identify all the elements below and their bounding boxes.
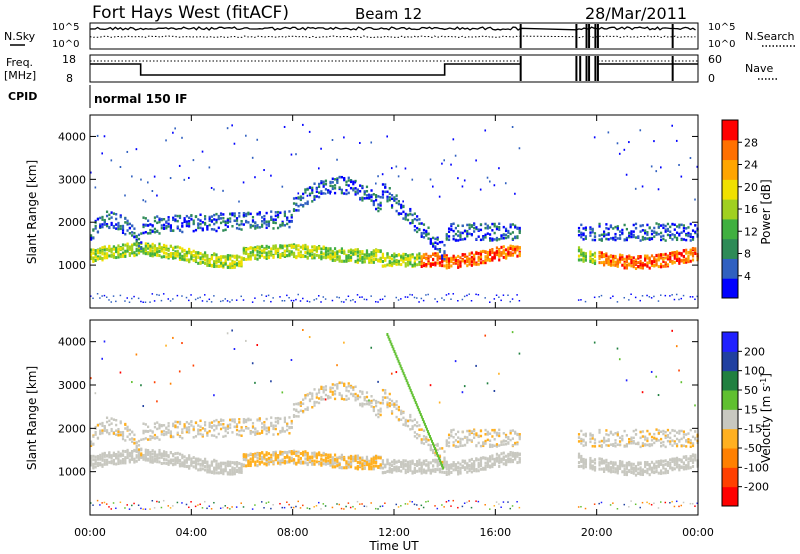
freq-traces bbox=[90, 56, 698, 81]
velocity-panel: 1000 2000 3000 4000 Slant Range [km] -200 -1… bbox=[25, 115, 773, 553]
velocity-y-label: Slant Range [km] bbox=[25, 366, 39, 470]
x-tick-label: 16:00 bbox=[479, 526, 511, 539]
date-text: 28/Mar/2011 bbox=[585, 4, 687, 23]
x-tick-label: 00:00 bbox=[682, 526, 714, 539]
cpid-label: CPID bbox=[8, 90, 37, 103]
velocity-scatter bbox=[90, 328, 699, 510]
colorbar-tick: 8 bbox=[744, 248, 751, 261]
power-frame bbox=[89, 114, 699, 309]
title-text: Fort Hays West (fitACF) bbox=[92, 3, 289, 23]
noise-left-label: N.Sky bbox=[4, 30, 36, 43]
y-tick-label: 4000 bbox=[58, 130, 86, 143]
noise-right-tick-bottom: 10^0 bbox=[708, 39, 735, 50]
y-tick-label: 2000 bbox=[58, 216, 86, 229]
y-tick-label: 3000 bbox=[58, 173, 86, 186]
velocity-y-ticks: 1000 2000 3000 4000 bbox=[58, 336, 698, 479]
x-tick-label: 04:00 bbox=[175, 526, 207, 539]
colorbar-tick: 15 bbox=[744, 403, 758, 416]
nave-tick-top: 60 bbox=[708, 53, 722, 66]
noise-right-tick-top: 10^5 bbox=[708, 22, 735, 33]
freq-panel: Freq. [MHz] 18 8 60 0 Nave bbox=[4, 53, 778, 85]
velocity-colorbar-label: Velocity [m s-1] bbox=[759, 373, 774, 463]
beam-text: Beam 12 bbox=[355, 5, 422, 23]
y-tick-label: 1000 bbox=[58, 259, 86, 272]
colorbar-tick: -100 bbox=[744, 461, 769, 474]
x-axis-label: Time UT bbox=[368, 539, 419, 553]
freq-tick-bottom: 8 bbox=[66, 72, 73, 85]
noise-left-tick-top: 10^5 bbox=[52, 22, 79, 33]
noise-left-tick-bottom: 10^0 bbox=[52, 39, 79, 50]
colorbar-tick: 28 bbox=[744, 136, 758, 149]
power-y-label: Slant Range [km] bbox=[25, 160, 39, 264]
velocity-colorbar: -200 -100 -50 -15 15 50 100 200 bbox=[721, 331, 769, 507]
nave-label: Nave bbox=[745, 62, 773, 75]
y-tick-label: 3000 bbox=[58, 379, 86, 392]
colorbar-tick: 100 bbox=[744, 365, 765, 378]
colorbar-tick: -15 bbox=[744, 423, 762, 436]
power-y-ticks: 1000 2000 3000 4000 bbox=[58, 130, 698, 272]
x-tick-label: 00:00 bbox=[74, 526, 106, 539]
power-colorbar-label: Power [dB] bbox=[759, 179, 773, 244]
noise-right-label: N.Search bbox=[745, 30, 795, 43]
x-tick-label: 12:00 bbox=[378, 526, 410, 539]
colorbar-tick: 200 bbox=[744, 345, 765, 358]
x-tick-label: 08:00 bbox=[277, 526, 309, 539]
colorbar-tick: -50 bbox=[744, 442, 762, 455]
colorbar-tick: 16 bbox=[744, 203, 758, 216]
x-tick-label: 20:00 bbox=[581, 526, 613, 539]
time-x-ticks: 00:00 04:00 08:00 12:00 16:00 20:00 00:00 bbox=[74, 115, 714, 539]
colorbar-tick: 4 bbox=[744, 270, 751, 283]
freq-tick-top: 18 bbox=[62, 53, 76, 66]
colorbar-tick: 50 bbox=[744, 384, 758, 397]
freq-label: Freq. bbox=[6, 56, 33, 69]
colorbar-tick: 20 bbox=[744, 181, 758, 194]
cpid-value: normal 150 IF bbox=[94, 92, 188, 106]
colorbar-tick: 12 bbox=[744, 225, 758, 238]
power-colorbar: 4 8 12 16 20 24 28 bbox=[721, 119, 758, 299]
noise-traces bbox=[89, 24, 696, 48]
colorbar-tick: -200 bbox=[744, 481, 769, 494]
power-panel: 1000 2000 3000 4000 Slant Range [km] 4 8 12 16… bbox=[25, 114, 773, 309]
y-tick-label: 1000 bbox=[58, 466, 86, 479]
power-scatter bbox=[90, 123, 699, 304]
noise-panel: N.Sky 10^5 10^0 10^5 10^0 N.Search bbox=[4, 22, 795, 50]
y-tick-label: 4000 bbox=[58, 336, 86, 349]
y-tick-label: 2000 bbox=[58, 422, 86, 435]
nave-tick-bottom: 0 bbox=[708, 72, 715, 85]
colorbar-tick: 24 bbox=[744, 159, 758, 172]
freq-unit-label: [MHz] bbox=[4, 69, 36, 82]
